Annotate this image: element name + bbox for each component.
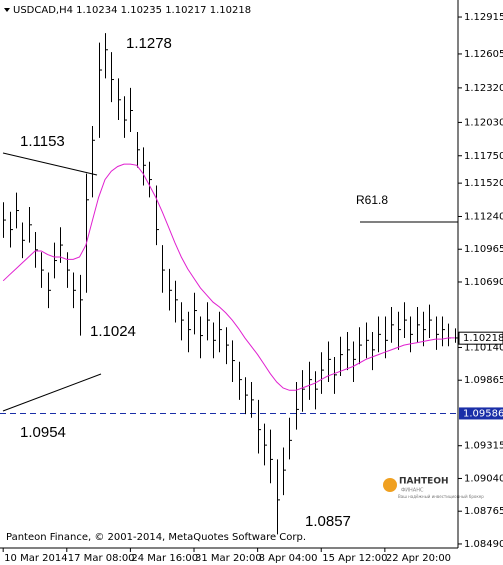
annotation: 1.0857 <box>305 513 351 530</box>
price-label: 1.10218 <box>463 333 503 344</box>
annotation: 1.0954 <box>20 424 66 441</box>
logo-icon <box>383 478 397 492</box>
y-tick-label: 1.12320 <box>464 83 503 94</box>
y-tick-label: 1.10690 <box>464 277 503 288</box>
logo: ПАНТЕОН ФИНАНС Ваш надёжный инвестиционн… <box>383 477 484 499</box>
logo-tagline: Ваш надёжный инвестиционный брокер <box>398 494 484 499</box>
price-box <box>458 331 503 345</box>
x-tick-label: 15 Apr 12:00 <box>322 553 387 564</box>
y-tick-label: 1.10965 <box>464 244 503 255</box>
annotation: 1.1024 <box>90 323 136 340</box>
logo-sub: ФИНАНС <box>401 488 424 494</box>
annotation: 1.1278 <box>126 35 172 52</box>
annotation: R61.8 <box>356 193 388 207</box>
y-tick-label: 1.08490 <box>464 539 503 550</box>
moving-average <box>2 163 455 391</box>
x-tick-label: 22 Apr 20:00 <box>386 553 451 564</box>
menu-arrow <box>4 8 10 12</box>
level-label: 1.09586 <box>463 408 503 419</box>
trend-line <box>2 373 102 412</box>
x-tick-label: 31 Mar 20:00 <box>195 553 262 564</box>
y-tick-label: 1.11750 <box>464 151 503 162</box>
footer: Panteon Finance, © 2001-2014, MetaQuotes… <box>6 532 306 543</box>
chart-title: USDCAD,H4 1.10234 1.10235 1.10217 1.1021… <box>13 5 251 16</box>
x-tick-label: 10 Mar 2014 <box>4 553 67 564</box>
annotation: 1.1153 <box>20 133 65 150</box>
logo-name: ПАНТЕОН <box>399 477 449 487</box>
x-tick-label: 17 Mar 08:00 <box>68 553 135 564</box>
y-tick-label: 1.10140 <box>464 342 503 353</box>
y-tick-label: 1.12915 <box>464 12 503 23</box>
x-tick-label: 8 Apr 04:00 <box>259 553 318 564</box>
y-tick-label: 1.11240 <box>464 211 503 222</box>
y-tick-label: 1.08765 <box>464 506 503 517</box>
level-box <box>459 407 503 420</box>
x-tick-label: 24 Mar 16:00 <box>131 553 198 564</box>
y-tick-label: 1.12030 <box>464 117 503 128</box>
y-tick-label: 1.09865 <box>464 375 503 386</box>
y-tick-label: 1.09315 <box>464 441 503 452</box>
trend-line <box>2 152 98 176</box>
y-tick-label: 1.09040 <box>464 473 503 484</box>
y-tick-label: 1.12605 <box>464 49 503 60</box>
y-tick-label: 1.11520 <box>464 178 503 189</box>
